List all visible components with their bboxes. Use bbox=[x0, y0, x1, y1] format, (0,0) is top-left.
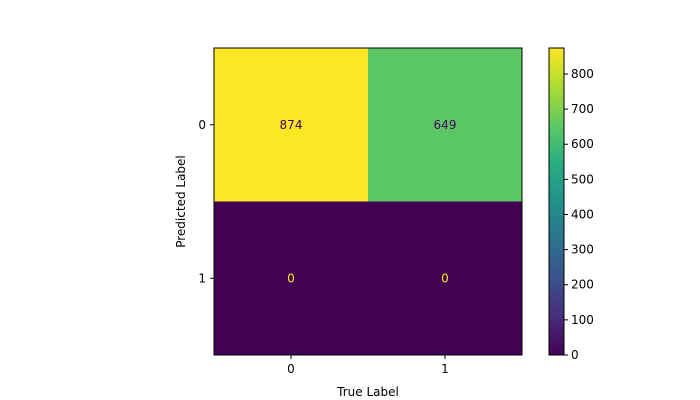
y-tick-label-1: 1 bbox=[198, 271, 206, 285]
x-tick-label-0: 0 bbox=[287, 362, 295, 376]
y-axis-label: Predicted Label bbox=[174, 155, 188, 248]
colorbar-tick-label-2: 200 bbox=[571, 278, 594, 292]
cell-label-0-1: 649 bbox=[434, 118, 457, 132]
y-tick-label-0: 0 bbox=[198, 118, 206, 132]
colorbar bbox=[548, 47, 565, 356]
x-tick-label-1: 1 bbox=[441, 362, 449, 376]
x-axis-label: True Label bbox=[336, 385, 399, 399]
cell-label-1-0: 0 bbox=[287, 271, 295, 285]
colorbar-tick-label-0: 0 bbox=[571, 348, 579, 362]
matrix-cell-1-0 bbox=[214, 201, 369, 356]
matrix-cell-0-0 bbox=[214, 48, 369, 202]
colorbar-ticks: 0 100 200 300 400 500 600 700 800 bbox=[564, 67, 594, 362]
colorbar-tick-label-5: 500 bbox=[571, 172, 594, 186]
colorbar-tick-label-6: 600 bbox=[571, 137, 594, 151]
colorbar-tick-label-1: 100 bbox=[571, 313, 594, 327]
colorbar-tick-label-7: 700 bbox=[571, 102, 594, 116]
cell-label-1-1: 0 bbox=[441, 271, 449, 285]
y-axis-ticks: 01 bbox=[198, 118, 214, 285]
matrix-cell-labels: 874 649 0 0 bbox=[280, 118, 457, 286]
colorbar-tick-label-3: 300 bbox=[571, 243, 594, 257]
colorbar-tick-label-4: 400 bbox=[571, 207, 594, 221]
colorbar-tick-label-8: 800 bbox=[571, 67, 594, 81]
matrix-cell-1-1 bbox=[368, 201, 523, 356]
plot-frame bbox=[213, 47, 523, 356]
cell-label-0-0: 874 bbox=[280, 118, 303, 132]
matrix-cells bbox=[214, 48, 523, 356]
matrix-cell-0-1 bbox=[368, 48, 523, 202]
